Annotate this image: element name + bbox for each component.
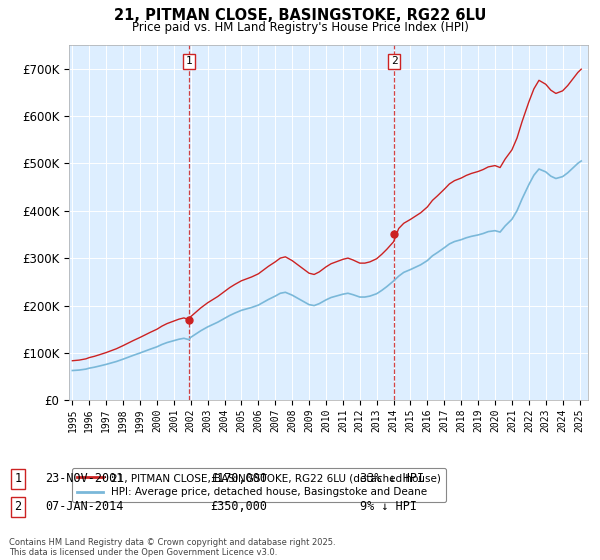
Text: Contains HM Land Registry data © Crown copyright and database right 2025.
This d: Contains HM Land Registry data © Crown c… xyxy=(9,538,335,557)
Text: 1: 1 xyxy=(185,57,193,67)
Text: 1: 1 xyxy=(14,472,22,486)
Text: 2: 2 xyxy=(14,500,22,514)
Text: 9% ↓ HPI: 9% ↓ HPI xyxy=(360,500,417,514)
Text: 2: 2 xyxy=(391,57,397,67)
Text: £170,000: £170,000 xyxy=(210,472,267,486)
Text: £350,000: £350,000 xyxy=(210,500,267,514)
Text: Price paid vs. HM Land Registry's House Price Index (HPI): Price paid vs. HM Land Registry's House … xyxy=(131,21,469,34)
Text: 23-NOV-2001: 23-NOV-2001 xyxy=(45,472,124,486)
Text: 33% ↓ HPI: 33% ↓ HPI xyxy=(360,472,424,486)
Text: 21, PITMAN CLOSE, BASINGSTOKE, RG22 6LU: 21, PITMAN CLOSE, BASINGSTOKE, RG22 6LU xyxy=(114,8,486,24)
Text: 07-JAN-2014: 07-JAN-2014 xyxy=(45,500,124,514)
Legend: 21, PITMAN CLOSE, BASINGSTOKE, RG22 6LU (detached house), HPI: Average price, de: 21, PITMAN CLOSE, BASINGSTOKE, RG22 6LU … xyxy=(71,468,446,502)
